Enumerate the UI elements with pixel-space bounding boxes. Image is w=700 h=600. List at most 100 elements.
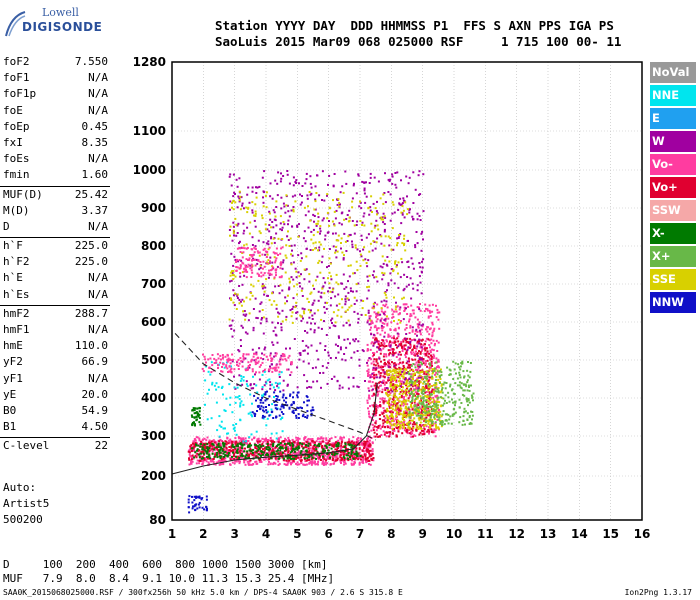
echo-point-sse — [385, 296, 388, 299]
echo-point-voplus — [413, 421, 416, 424]
echo-point-vominus — [188, 449, 191, 452]
echo-point-w — [235, 234, 238, 237]
echo-point-vominus — [433, 400, 436, 403]
echo-point-xminus — [208, 447, 211, 450]
echo-point-w — [387, 282, 390, 285]
echo-point-vominus — [351, 453, 354, 456]
echo-point-sse — [402, 296, 405, 299]
echo-point-voplus — [231, 442, 234, 445]
echo-point-sse — [347, 319, 350, 322]
echo-point-voplus — [408, 390, 410, 393]
echo-point-w — [268, 210, 271, 213]
echo-point-w — [306, 321, 309, 324]
echo-point-w — [326, 266, 328, 269]
echo-point-w — [331, 322, 333, 324]
echo-point-w — [306, 194, 309, 197]
echo-point-vominus — [205, 460, 208, 463]
echo-point-voplus — [389, 366, 392, 369]
echo-point-voplus — [252, 453, 255, 456]
echo-point-xplus — [414, 404, 417, 407]
echo-point-w — [416, 354, 419, 357]
echo-point-w — [344, 298, 347, 301]
echo-point-w — [396, 332, 399, 335]
echo-point-w — [240, 324, 243, 327]
echo-point-vominus — [400, 340, 403, 343]
echo-point-voplus — [384, 389, 387, 391]
echo-point-voplus — [275, 452, 278, 455]
echo-point-voplus — [380, 342, 383, 344]
echo-point-xplus — [427, 384, 430, 387]
echo-point-vominus — [328, 454, 331, 456]
echo-point-vominus — [219, 463, 222, 466]
echo-point-sse — [234, 201, 237, 204]
echo-point-vominus — [392, 316, 395, 318]
echo-point-vominus — [367, 375, 369, 377]
echo-point-w — [363, 181, 366, 184]
echo-point-vominus — [422, 344, 425, 347]
echo-point-vominus — [413, 403, 416, 406]
echo-point-vominus — [298, 458, 301, 461]
echo-point-sse — [409, 414, 412, 417]
echo-point-sse — [228, 318, 231, 321]
echo-point-sse — [234, 292, 236, 295]
echo-point-sse — [383, 244, 386, 247]
echo-point-vominus — [307, 441, 310, 443]
echo-point-sse — [372, 307, 375, 310]
echo-point-voplus — [430, 428, 433, 431]
echo-point-vominus — [415, 386, 418, 389]
echo-point-xplus — [427, 406, 430, 408]
echo-point-sse — [388, 373, 391, 376]
echo-point-sse — [390, 413, 393, 415]
echo-point-w — [390, 268, 393, 271]
echo-point-vominus — [221, 440, 223, 442]
echo-point-vominus — [296, 455, 299, 458]
echo-point-xminus — [258, 443, 261, 446]
echo-point-w — [348, 209, 351, 212]
echo-point-nne — [266, 379, 269, 382]
echo-point-vominus — [205, 439, 208, 442]
echo-point-sse — [427, 395, 430, 398]
echo-point-w — [263, 191, 266, 194]
echo-point-w — [405, 372, 408, 374]
echo-point-w — [323, 306, 326, 309]
echo-point-nne — [218, 415, 221, 418]
echo-point-w — [282, 175, 285, 177]
echo-point-vominus — [366, 401, 369, 404]
echo-point-xminus — [223, 442, 226, 445]
echo-point-voplus — [306, 459, 309, 462]
echo-point-vominus — [310, 438, 312, 441]
echo-point-voplus — [400, 394, 403, 397]
echo-point-vominus — [400, 320, 402, 322]
echo-point-vominus — [254, 460, 257, 463]
echo-point-voplus — [374, 410, 377, 413]
echo-point-w — [271, 363, 273, 366]
echo-point-sse — [306, 297, 309, 300]
echo-point-xminus — [267, 448, 270, 451]
echo-point-sse — [392, 419, 394, 422]
echo-point-voplus — [373, 363, 376, 366]
echo-point-w — [269, 182, 272, 185]
echo-point-voplus — [428, 376, 431, 379]
echo-point-voplus — [431, 388, 434, 391]
echo-point-sse — [397, 385, 399, 388]
echo-point-w — [422, 210, 425, 213]
echo-point-vominus — [289, 461, 292, 464]
echo-point-voplus — [373, 431, 376, 434]
echo-point-xminus — [314, 453, 317, 456]
echo-point-xplus — [412, 363, 415, 365]
echo-point-sse — [290, 315, 293, 318]
echo-point-vominus — [229, 441, 232, 444]
echo-point-xminus — [336, 452, 339, 455]
echo-point-vominus — [224, 449, 227, 452]
echo-point-voplus — [350, 440, 353, 443]
echo-point-sse — [428, 411, 431, 414]
echo-point-w — [303, 308, 306, 311]
echo-point-voplus — [375, 338, 378, 341]
echo-point-sse — [439, 419, 441, 422]
echo-point-voplus — [201, 455, 204, 458]
echo-point-w — [381, 381, 383, 384]
echo-point-voplus — [376, 426, 379, 429]
echo-point-vominus — [253, 437, 255, 440]
echo-point-xplus — [430, 393, 433, 396]
echo-point-w — [266, 228, 269, 231]
